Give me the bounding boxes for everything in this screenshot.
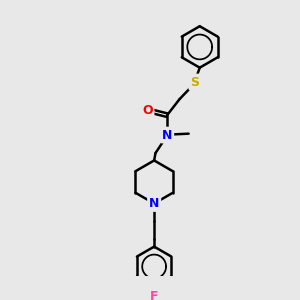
Text: F: F xyxy=(150,290,158,300)
Text: S: S xyxy=(190,76,199,88)
Text: O: O xyxy=(142,104,153,117)
Text: N: N xyxy=(149,197,159,210)
Text: N: N xyxy=(162,128,172,142)
